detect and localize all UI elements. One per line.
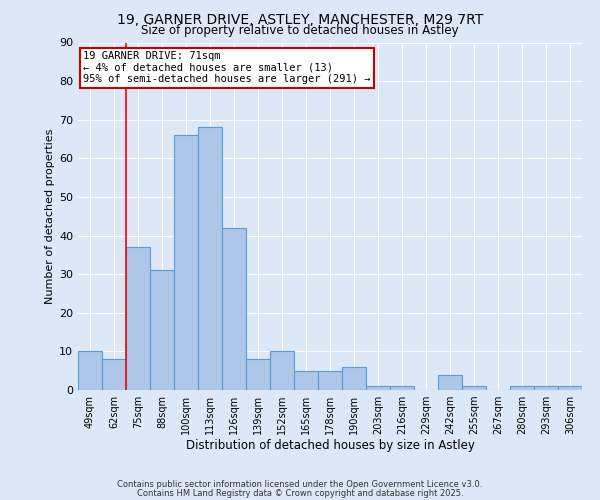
Bar: [438, 374, 462, 390]
Bar: [198, 128, 222, 390]
Bar: [558, 386, 582, 390]
Bar: [270, 352, 294, 390]
Bar: [390, 386, 414, 390]
Bar: [366, 386, 390, 390]
Bar: [150, 270, 174, 390]
Bar: [126, 247, 150, 390]
Bar: [102, 359, 126, 390]
Bar: [78, 352, 102, 390]
Y-axis label: Number of detached properties: Number of detached properties: [45, 128, 55, 304]
Text: 19 GARNER DRIVE: 71sqm
← 4% of detached houses are smaller (13)
95% of semi-deta: 19 GARNER DRIVE: 71sqm ← 4% of detached …: [83, 51, 371, 84]
Bar: [294, 370, 318, 390]
Bar: [222, 228, 246, 390]
Bar: [246, 359, 270, 390]
Text: Size of property relative to detached houses in Astley: Size of property relative to detached ho…: [141, 24, 459, 37]
X-axis label: Distribution of detached houses by size in Astley: Distribution of detached houses by size …: [185, 438, 475, 452]
Bar: [174, 135, 198, 390]
Bar: [534, 386, 558, 390]
Bar: [318, 370, 342, 390]
Bar: [462, 386, 486, 390]
Text: 19, GARNER DRIVE, ASTLEY, MANCHESTER, M29 7RT: 19, GARNER DRIVE, ASTLEY, MANCHESTER, M2…: [117, 12, 483, 26]
Text: Contains HM Land Registry data © Crown copyright and database right 2025.: Contains HM Land Registry data © Crown c…: [137, 488, 463, 498]
Text: Contains public sector information licensed under the Open Government Licence v3: Contains public sector information licen…: [118, 480, 482, 489]
Bar: [342, 367, 366, 390]
Bar: [510, 386, 534, 390]
